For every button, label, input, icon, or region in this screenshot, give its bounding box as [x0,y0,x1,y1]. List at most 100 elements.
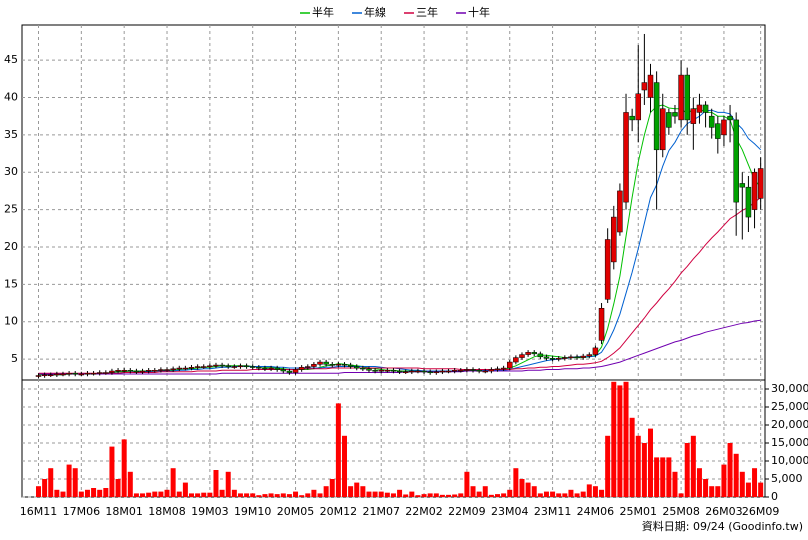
candle-body [641,82,648,91]
volume-bar [721,464,727,497]
volume-bar [170,468,176,497]
candle-body [311,364,317,367]
volume-bar [201,492,207,497]
candle-body [90,373,97,375]
candle-body [194,366,201,368]
x-tick-label: 18M01 [105,505,143,518]
volume-bar [611,381,617,497]
volume-bar [672,471,678,497]
volume-bar [519,479,525,497]
candle-body [274,367,280,370]
volume-bar [605,435,611,497]
candle-body [751,171,758,210]
candle-body [219,364,225,367]
volume-bar [752,468,758,497]
candle-body [103,372,109,374]
x-tick-label: 22M02 [405,505,443,518]
volume-bar [207,492,213,497]
volume-bar [537,493,543,497]
volume-bar [482,486,488,497]
volume-bar [745,482,751,497]
candle-body [574,356,580,359]
candle-body [678,74,684,121]
candle-body [237,365,244,368]
volume-bar [268,493,274,497]
volume-bar [213,470,219,497]
volume-bar [311,489,317,497]
candle-body [604,239,611,300]
volume-bar [250,493,256,497]
volume-bar [109,446,115,497]
candle-body [249,366,256,368]
candle-body [580,355,586,358]
volume-bar [562,493,568,497]
source-note: 資料日期: 09/24 (Goodinfo.tw) [642,519,803,533]
candle-body [256,367,262,369]
candle-body [121,370,127,372]
volume-bar [513,468,519,497]
candle-body [54,373,60,376]
volume-bar [329,479,335,497]
candle-body [592,347,599,355]
candle-body [647,74,654,98]
y2-tick-label: 5,000 [771,472,803,485]
y-tick-label: 40 [4,90,18,103]
y-tick-label: 20 [4,240,18,253]
volume-bar [623,381,629,497]
x-tick-label: 23M04 [491,505,529,518]
volume-bar [360,486,366,497]
candle-body [562,357,568,359]
candle-body [611,216,617,263]
y-tick-label: 25 [4,203,18,216]
candle-body [60,373,66,376]
volume-bar [189,493,194,497]
volume-bar [121,439,127,497]
volume-bar [556,493,562,497]
volume-bar [237,493,243,497]
candle-body [555,358,562,360]
volume-bar [225,471,231,497]
candle-body [200,366,207,368]
candle-body [84,373,91,375]
volume-bar [36,486,41,497]
volume-bar [158,491,164,497]
legend-label: 年線 [364,5,386,19]
volume-bar [115,479,121,497]
volume-bar [78,491,84,497]
candle-body [188,367,195,369]
volume-bar [403,494,409,497]
volume-bar [60,491,66,497]
volume-bar [176,491,182,497]
legend-label: 半年 [312,5,334,19]
x-tick-label: 24M06 [577,505,615,518]
legend-label: 十年 [468,5,490,19]
candle-body [109,370,115,373]
candle-body [415,370,421,373]
y-tick-label: 15 [4,277,18,290]
volume-bar [286,494,292,497]
y-tick-label: 5 [11,352,18,365]
volume-bar [439,494,445,497]
candle-body [286,370,293,373]
x-tick-label: 22M09 [448,505,486,518]
candle-body [72,373,78,375]
volume-bar [678,493,684,497]
volume-bar [543,491,549,497]
volume-bar [299,495,305,497]
volume-bar [84,489,90,497]
volume-bar [384,492,390,497]
volume-bar [433,493,439,497]
candle-body [684,74,690,121]
candle-body [525,352,531,355]
volume-bar [629,417,635,497]
x-tick-label: 20M12 [320,505,358,518]
candle-body [715,123,721,139]
volume-bar [476,491,482,497]
x-tick-label: 23M11 [534,505,572,518]
candle-body [396,370,403,373]
candle-body [476,370,482,372]
candle-body [41,374,48,377]
candle-body [305,366,311,368]
candle-body [225,365,231,368]
